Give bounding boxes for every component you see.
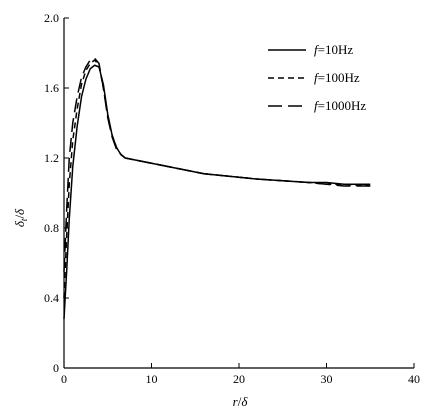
plot-area: 0 10 20 30 40 0 0.4 0.8 1.2 1.6 2.0	[44, 11, 420, 386]
y-tick-label: 1.6	[44, 81, 59, 95]
legend-label-2: f=100Hz	[314, 70, 360, 85]
legend-label-suffix: =100Hz	[318, 70, 360, 85]
x-axis-label-main: r	[233, 394, 239, 409]
y-tick-label: 2.0	[44, 11, 59, 25]
x-tick-label: 40	[408, 372, 420, 386]
legend-label-1: f=10Hz	[314, 42, 353, 57]
x-axis-label-sep: /	[238, 394, 242, 409]
legend-label-prefix: f	[314, 70, 320, 85]
y-axis-label-sub: t	[19, 218, 29, 221]
legend-label-suffix: =1000Hz	[318, 98, 367, 113]
y-tick-label: 1.2	[44, 151, 59, 165]
y-tick-label: 0.4	[44, 291, 59, 305]
y-axis-label-denom: δ	[12, 208, 27, 215]
x-ticks: 0 10 20 30 40	[61, 363, 420, 386]
legend-label-prefix: f	[314, 42, 320, 57]
series-line-2	[63, 59, 371, 299]
series-line-3	[63, 57, 371, 272]
y-axis-label-main: δ	[12, 220, 27, 227]
y-tick-label: 0	[53, 361, 59, 375]
series-lines	[63, 57, 371, 320]
legend-label-suffix: =10Hz	[318, 42, 354, 57]
x-axis-label-denom: δ	[241, 394, 248, 409]
x-tick-label: 0	[61, 372, 67, 386]
y-axis-label: δt/δ	[12, 208, 29, 227]
x-tick-label: 20	[233, 372, 245, 386]
y-ticks: 0 0.4 0.8 1.2 1.6 2.0	[44, 11, 69, 375]
x-tick-label: 30	[321, 372, 333, 386]
x-axis-label: r/δ	[233, 394, 249, 409]
x-tick-label: 10	[146, 372, 158, 386]
y-axis-label-sep: /	[12, 215, 27, 219]
axes	[63, 18, 414, 369]
y-tick-label: 0.8	[44, 221, 59, 235]
legend-label-prefix: f	[314, 98, 320, 113]
legend-label-3: f=1000Hz	[314, 98, 366, 113]
